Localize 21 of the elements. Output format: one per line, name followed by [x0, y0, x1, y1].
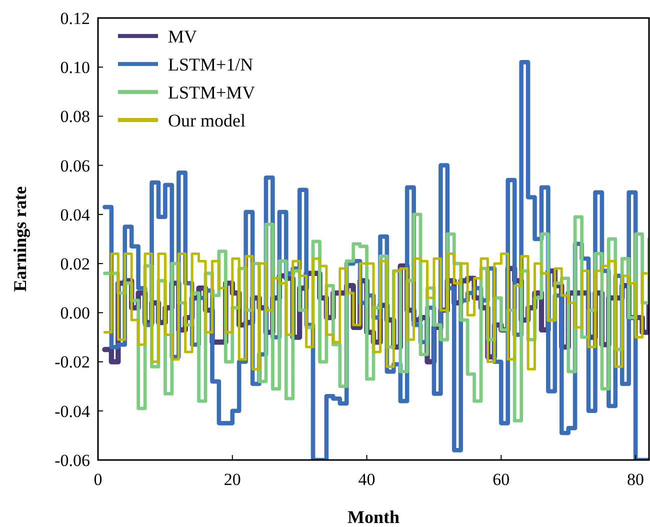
x-tick-label: 0 — [94, 470, 102, 489]
legend-label: LSTM+1/N — [168, 54, 254, 74]
y-tick-label: 0.08 — [60, 107, 90, 126]
y-tick-label: 0.04 — [60, 205, 90, 224]
x-tick-label: 60 — [492, 470, 510, 489]
legend-label: LSTM+MV — [168, 82, 256, 102]
y-tick-label: 0.10 — [60, 58, 90, 78]
y-tick-label: 0.02 — [60, 254, 90, 274]
x-tick-label: 80 — [627, 470, 644, 489]
legend-label: MV — [168, 26, 198, 46]
x-tick-label: 40 — [358, 470, 376, 489]
y-tick-label: 0.12 — [60, 8, 90, 28]
y-tick-label: -0.02 — [54, 352, 90, 372]
x-axis-title: Month — [347, 507, 400, 527]
legend-label: Our model — [168, 110, 246, 130]
x-tick-label: 20 — [224, 470, 241, 489]
y-tick-label: -0.06 — [54, 450, 90, 470]
y-axis-title: Earnings rate — [10, 186, 30, 292]
y-tick-label: -0.04 — [54, 402, 90, 421]
y-tick-label: 0.06 — [60, 156, 90, 176]
y-tick-label: 0.00 — [60, 304, 90, 323]
